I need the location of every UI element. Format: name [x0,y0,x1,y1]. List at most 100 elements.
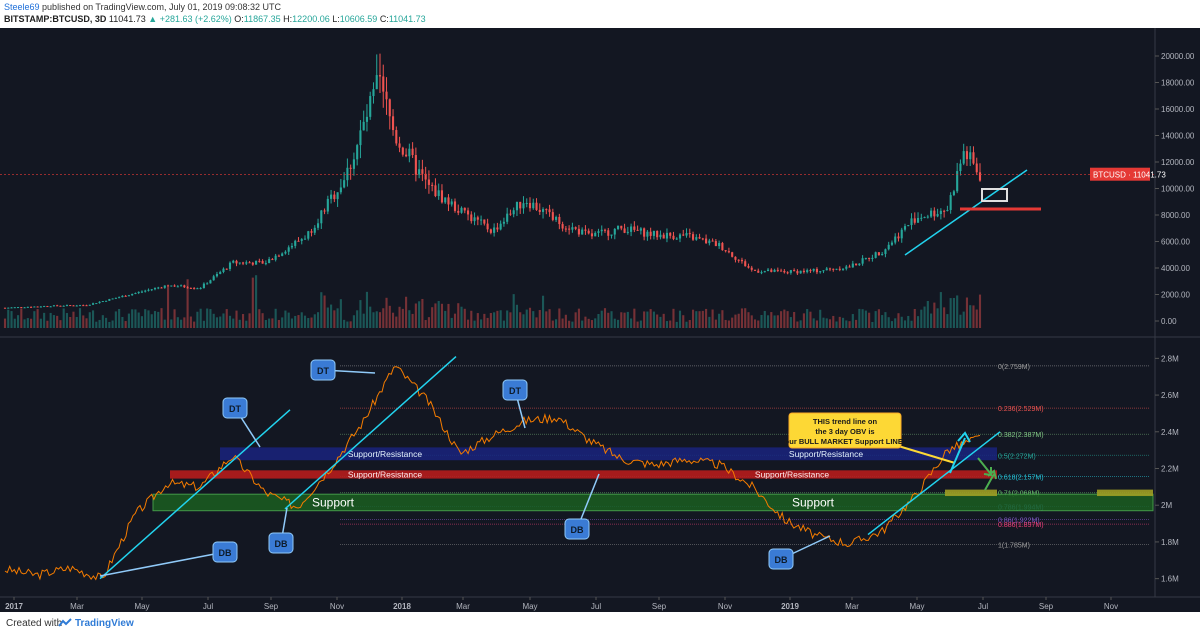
candle [248,260,251,264]
candle [88,304,91,306]
volume-bar [457,303,460,328]
candle [770,268,773,273]
candle-body [838,268,841,270]
candle [418,160,421,179]
candle [623,223,626,234]
candle [890,240,894,247]
candle [532,198,535,210]
candle-body [388,99,391,117]
candle-body [636,229,639,231]
candle-body [463,207,466,211]
candle-body [362,121,365,131]
candle [845,264,848,271]
fib-level-label: 0.618(2.157M) [998,474,1044,481]
candle-body [46,306,49,308]
candle-body [33,306,36,308]
candle [434,178,437,198]
candle [708,238,711,246]
volume-bar [39,318,42,328]
candle-body [105,300,108,302]
candle-body [848,266,851,268]
candle [724,250,727,253]
time-tick-label: Mar [845,602,859,611]
candle [776,267,779,273]
up-arrow-icon [984,469,997,491]
volume-bar [665,321,669,328]
volume-bar [52,315,55,328]
volume-bar [848,321,851,328]
candle [799,270,802,274]
candle [564,225,567,233]
note-box [788,412,902,449]
candle [26,306,29,308]
candle-body [297,240,300,242]
volume-bar [176,317,179,328]
candle [916,212,920,223]
volume-bar [316,312,320,328]
volume-bar [408,310,411,328]
volume-bar [199,308,202,328]
candle [241,261,245,266]
candle [212,274,215,281]
candle [969,146,972,167]
publisher-link[interactable]: Steele69 [4,2,40,12]
candle-body [727,251,730,253]
price-axis-strip [1155,28,1200,597]
fib-level-label: 0.382(2.387M) [998,432,1044,439]
candle [796,269,799,276]
callout-box [268,532,294,554]
candle-body [545,209,548,211]
candle-body [307,231,310,239]
volume-bar [920,309,923,328]
candle [907,224,910,227]
volume-bar [196,311,199,328]
volume-bar [541,295,545,328]
chart-background [0,28,1200,612]
volume-bar [881,315,884,328]
obv-tick-label: 1.8M [1161,538,1179,547]
chart-canvas[interactable]: 20000.00 18000.00 16000.00 14000.00 12000.00… [0,28,1200,612]
candle-body [313,227,316,233]
volume-bar [483,313,486,328]
candle [476,215,479,226]
volume-bar [825,318,828,328]
candle [515,201,519,216]
candle [489,228,492,235]
candle-body [82,305,85,307]
candle-body [926,216,929,218]
volume-bar [649,309,652,328]
volume-bar [313,314,316,328]
volume-bar [453,313,457,328]
volume-bar [903,320,907,328]
candle-body [52,305,55,307]
volume-bar [310,317,313,328]
obv-trendline [99,409,291,580]
tradingview-brand[interactable]: TradingView [75,618,134,629]
candle [281,252,284,257]
candle-body [310,231,313,233]
volume-bar [835,321,838,328]
candle-body [378,75,382,77]
candle-body [900,229,903,239]
volume-bar [13,318,16,328]
candle [574,226,577,231]
volume-bar [388,305,391,328]
candle [473,212,476,226]
candle [760,270,763,275]
candle-body [502,221,505,224]
volume-bar [855,319,858,328]
candle-body [916,217,920,223]
candle-body [630,226,633,232]
volume-bar [799,320,802,328]
volume-bar [838,316,841,328]
volume-bar [98,319,101,328]
candle-body [346,167,349,181]
candle [838,266,841,272]
candle [851,260,854,268]
candle [499,220,502,231]
candle [144,289,147,293]
candle [153,287,157,291]
volume-bar [705,308,708,328]
note-text-line: THIS trend line on [813,417,878,426]
candle [460,206,463,214]
